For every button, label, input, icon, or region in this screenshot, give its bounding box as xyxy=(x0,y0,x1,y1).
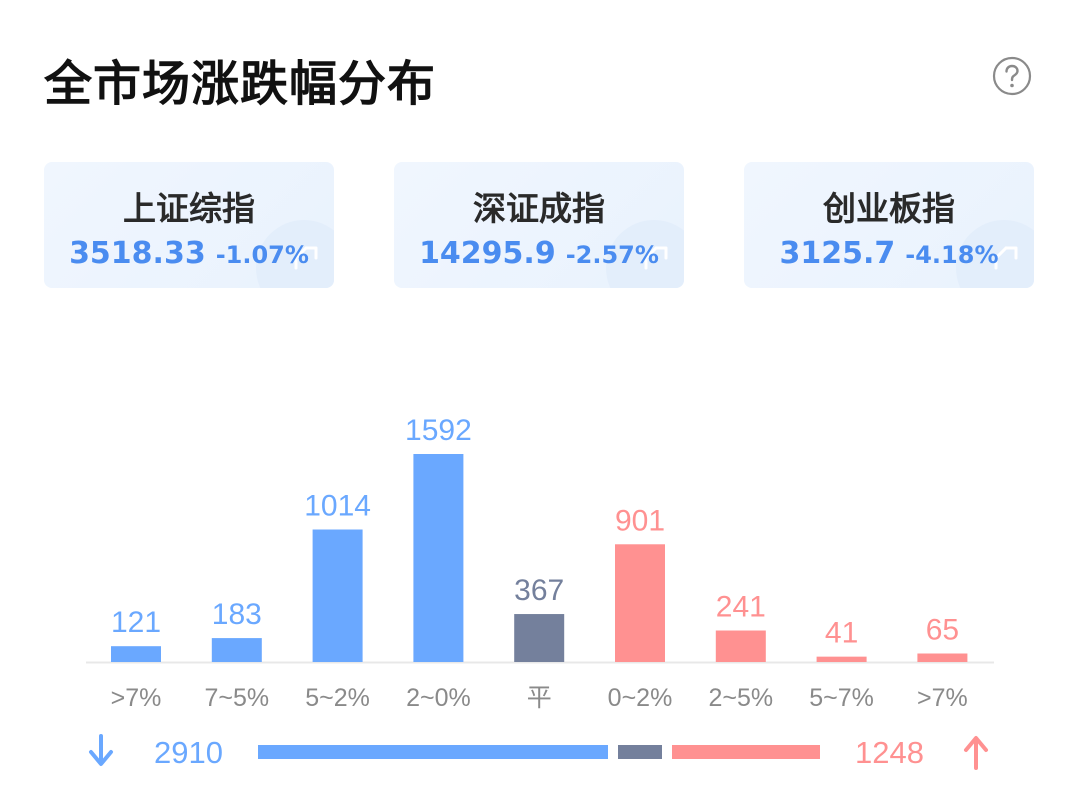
index-change: -4.18% xyxy=(905,241,999,269)
bar-0 xyxy=(111,646,161,662)
index-value: 3518.33 xyxy=(69,236,206,271)
tick-label-4: 平 xyxy=(527,684,552,712)
trend-up-arrow-icon xyxy=(644,246,668,270)
up-proportion-bar xyxy=(672,745,820,759)
data-label-2: 1014 xyxy=(304,490,371,523)
data-label-8: 65 xyxy=(926,614,959,647)
tick-label-5: 0~2% xyxy=(608,684,673,712)
index-card-chinext[interactable]: 创业板指 3125.7 -4.18% xyxy=(744,162,1034,288)
tick-label-3: 2~0% xyxy=(406,684,471,712)
data-label-3: 1592 xyxy=(405,414,472,447)
data-label-4: 367 xyxy=(514,574,564,607)
down-total: 2910 xyxy=(154,735,223,770)
data-label-1: 183 xyxy=(212,598,262,631)
index-value: 14295.9 xyxy=(419,236,556,271)
index-card-shenzhen[interactable]: 深证成指 14295.9 -2.57% xyxy=(394,162,684,288)
data-label-6: 241 xyxy=(716,591,766,624)
index-change: -1.07% xyxy=(215,241,309,269)
arrow-down-icon xyxy=(89,734,113,766)
up-total: 1248 xyxy=(855,735,924,770)
up-down-summary: 2910 1248 xyxy=(89,734,988,770)
index-change: -2.57% xyxy=(565,241,659,269)
bar-5 xyxy=(615,544,665,662)
distribution-bar-chart: 121 >7% 183 7~5% 1014 5~2% 1592 2~0% 367 平 901 0~2%… xyxy=(86,414,994,712)
tick-label-2: 5~2% xyxy=(305,684,370,712)
bar-6 xyxy=(715,630,766,662)
tick-label-8: >7% xyxy=(917,684,968,712)
bar-1 xyxy=(211,638,262,662)
bar-4 xyxy=(514,614,565,662)
trend-up-arrow-icon xyxy=(294,246,318,270)
arrow-up-icon xyxy=(964,736,988,770)
trend-up-arrow-icon xyxy=(994,246,1018,270)
down-proportion-bar xyxy=(258,745,608,759)
index-name: 创业板指 xyxy=(823,189,955,228)
index-name: 上证综指 xyxy=(123,189,255,228)
index-card-shanghai[interactable]: 上证综指 3518.33 -1.07% xyxy=(44,162,334,288)
data-label-0: 121 xyxy=(111,606,161,639)
tick-label-1: 7~5% xyxy=(204,684,269,712)
data-label-7: 41 xyxy=(825,617,858,650)
bar-7 xyxy=(816,656,867,662)
index-cards: 上证综指 3518.33 -1.07% 深证成指 14295.9 -2.57% 创业… xyxy=(44,162,1034,288)
bar-2 xyxy=(312,529,363,662)
index-name: 深证成指 xyxy=(473,189,605,228)
index-value: 3125.7 xyxy=(779,236,896,271)
bar-8 xyxy=(917,653,968,662)
bar-3 xyxy=(413,454,464,662)
tick-label-6: 2~5% xyxy=(708,684,773,712)
question-circle-icon[interactable] xyxy=(992,56,1032,96)
flat-proportion-bar xyxy=(618,745,662,759)
data-label-5: 901 xyxy=(615,504,665,537)
tick-label-0: >7% xyxy=(111,684,162,712)
page-title: 全市场涨跌幅分布 xyxy=(44,56,437,112)
tick-label-7: 5~7% xyxy=(809,684,874,712)
